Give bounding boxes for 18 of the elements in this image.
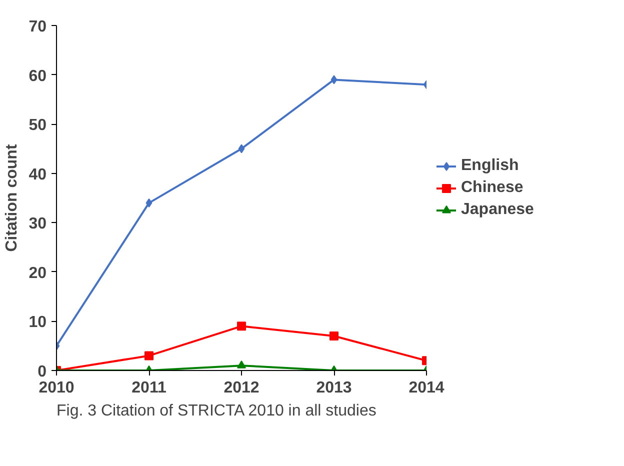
y-tick-label: 0 [38,364,47,380]
x-tick-label: 2010 [38,380,74,396]
y-tick-label: 50 [28,117,47,134]
y-axis-title: Citation count [4,144,21,252]
y-tick-label: 10 [28,314,47,332]
y-tick-label: 30 [28,216,47,233]
x-tick-label: 2014 [408,380,444,396]
x-tick-label: 2011 [132,380,166,396]
x-tick-label: 2012 [224,380,260,396]
caption: Fig. 3 Citation of STRICTA 2010 in all studies [56,402,376,420]
legend-label: Japanese [461,201,534,219]
y-tick-label: 20 [28,264,47,282]
y-tick-label: 70 [28,18,47,36]
y-tick-label: 40 [28,166,47,184]
legend-label: English [461,157,519,175]
x-tick-label: 2013 [316,380,352,396]
legend-label: Chinese [461,179,524,197]
y-tick-label: 60 [28,68,47,85]
